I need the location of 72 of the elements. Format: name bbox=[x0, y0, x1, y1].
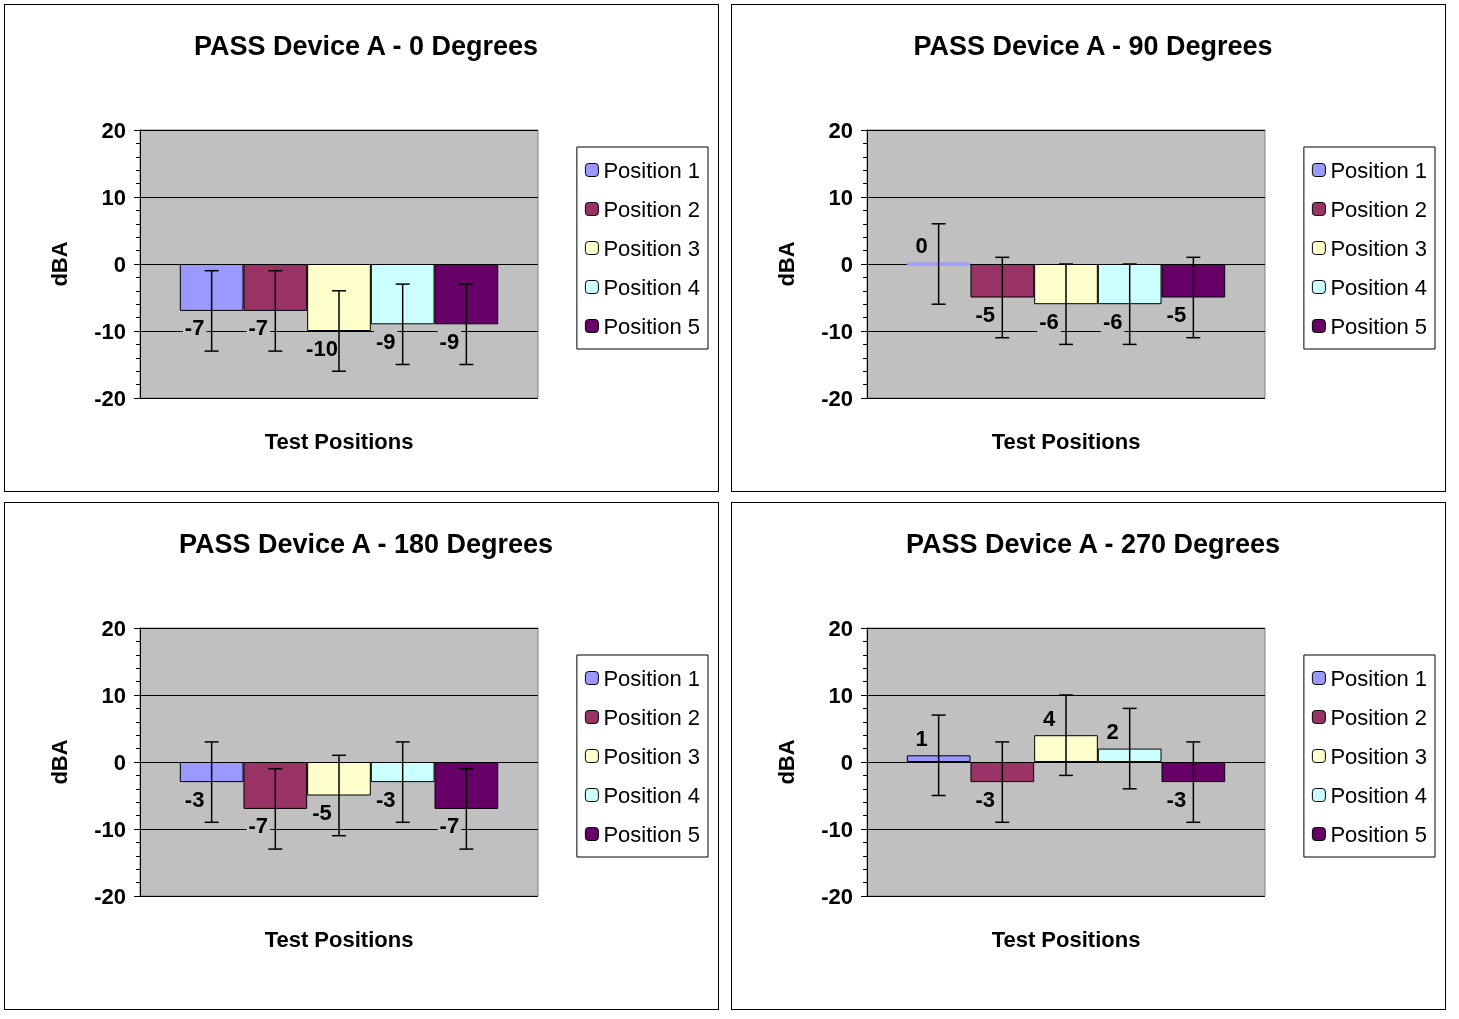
y-tick-label: 20 bbox=[828, 615, 853, 641]
y-tick-label: 0 bbox=[840, 251, 853, 277]
y-tick-label: 0 bbox=[113, 749, 126, 775]
legend-label: Position 1 bbox=[1330, 665, 1428, 691]
data-label: -5 bbox=[975, 302, 996, 327]
y-tick-label: 10 bbox=[101, 184, 126, 210]
y-tick-label: -10 bbox=[94, 816, 126, 842]
y-tick-label: 0 bbox=[113, 251, 126, 277]
chart-title: PASS Device A - 270 Degrees bbox=[905, 528, 1281, 559]
y-tick-label: -20 bbox=[94, 385, 126, 411]
legend-label: Position 4 bbox=[1330, 274, 1428, 300]
chart-title: PASS Device A - 0 Degrees bbox=[193, 30, 539, 61]
data-label: -7 bbox=[248, 315, 269, 341]
y-axis-title: dBA bbox=[46, 739, 72, 785]
y-tick-label: 20 bbox=[101, 117, 126, 143]
x-axis-title: Test Positions bbox=[264, 926, 414, 952]
y-tick-label: -10 bbox=[94, 318, 126, 344]
legend-label: Position 3 bbox=[1330, 235, 1428, 261]
data-label: -5 bbox=[1166, 302, 1187, 327]
y-tick-label: -20 bbox=[821, 883, 853, 909]
y-tick-label: -20 bbox=[94, 883, 126, 909]
data-label: -7 bbox=[439, 813, 460, 839]
data-label: -9 bbox=[375, 328, 396, 354]
data-label: -5 bbox=[312, 800, 332, 825]
y-axis-title: dBA bbox=[46, 241, 72, 287]
y-axis-title: dBA bbox=[773, 241, 799, 287]
legend-label: Position 2 bbox=[1330, 704, 1428, 730]
legend-label: Position 3 bbox=[603, 743, 701, 769]
y-tick-label: -10 bbox=[821, 318, 853, 344]
x-axis-title: Test Positions bbox=[991, 926, 1141, 952]
legend-label: Position 4 bbox=[603, 782, 701, 808]
chart-title: PASS Device A - 180 Degrees bbox=[178, 528, 554, 559]
data-label: -3 bbox=[375, 786, 396, 812]
legend-label: Position 5 bbox=[1330, 313, 1428, 339]
legend-label: Position 4 bbox=[603, 274, 701, 300]
data-label: 0 bbox=[915, 233, 928, 258]
data-label: 2 bbox=[1106, 719, 1119, 745]
data-label: -7 bbox=[248, 813, 269, 839]
legend-label: Position 4 bbox=[1330, 782, 1428, 808]
legend-label: Position 5 bbox=[603, 821, 701, 847]
y-tick-label: -10 bbox=[821, 816, 853, 842]
data-label: -9 bbox=[439, 328, 460, 354]
data-label: -7 bbox=[184, 315, 205, 341]
legend-label: Position 5 bbox=[603, 313, 701, 339]
legend-label: Position 2 bbox=[1330, 196, 1428, 222]
legend-label: Position 1 bbox=[1330, 157, 1428, 183]
legend-label: Position 3 bbox=[603, 235, 701, 261]
y-tick-label: -20 bbox=[821, 385, 853, 411]
legend-label: Position 5 bbox=[1330, 821, 1428, 847]
legend-label: Position 1 bbox=[603, 665, 701, 691]
y-tick-label: 10 bbox=[828, 682, 853, 708]
x-axis-title: Test Positions bbox=[264, 428, 414, 454]
y-axis-title: dBA bbox=[773, 739, 799, 785]
x-axis-title: Test Positions bbox=[991, 428, 1141, 454]
data-label: 4 bbox=[1042, 705, 1056, 731]
y-tick-label: 0 bbox=[840, 749, 853, 775]
chart-title: PASS Device A - 90 Degrees bbox=[913, 30, 1273, 61]
legend-label: Position 2 bbox=[603, 196, 701, 222]
y-tick-label: 20 bbox=[101, 615, 126, 641]
legend-label: Position 1 bbox=[603, 157, 701, 183]
data-label: -3 bbox=[184, 786, 205, 812]
legend-label: Position 2 bbox=[603, 704, 701, 730]
data-label: 1 bbox=[915, 725, 928, 751]
y-tick-label: 20 bbox=[828, 117, 853, 143]
data-label: -6 bbox=[1102, 308, 1123, 334]
data-label: -6 bbox=[1039, 308, 1059, 334]
legend-label: Position 3 bbox=[1330, 743, 1428, 769]
data-label: -10 bbox=[306, 335, 338, 361]
y-tick-label: 10 bbox=[828, 184, 853, 210]
data-label: -3 bbox=[975, 786, 996, 812]
data-label: -3 bbox=[1166, 786, 1187, 812]
y-tick-label: 10 bbox=[101, 682, 126, 708]
